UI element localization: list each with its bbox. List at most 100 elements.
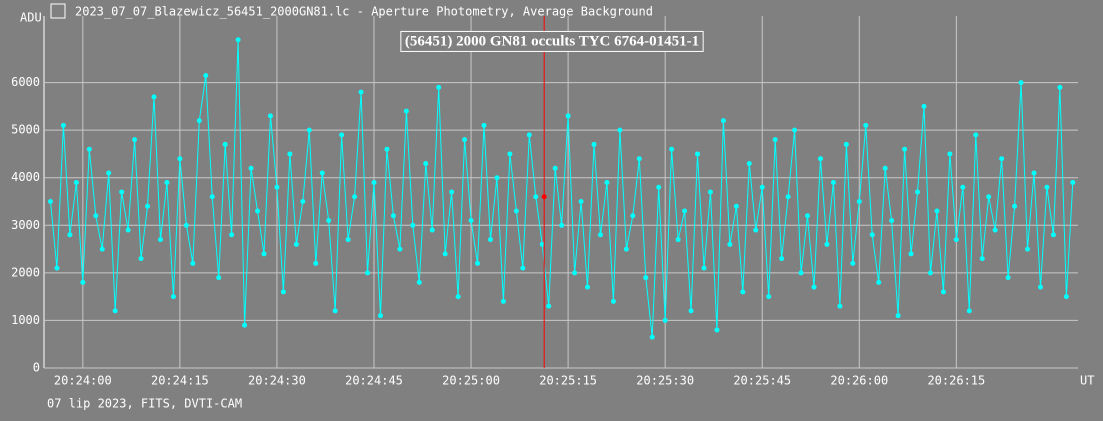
data-point xyxy=(261,251,267,257)
data-point xyxy=(390,213,396,219)
data-point xyxy=(429,227,435,233)
chart-title: (56451) 2000 GN81 occults TYC 6764-01451… xyxy=(405,33,699,49)
data-point xyxy=(164,179,170,185)
data-point xyxy=(112,308,118,314)
data-point xyxy=(1031,170,1037,176)
data-point xyxy=(416,279,422,285)
data-point xyxy=(138,256,144,262)
data-point xyxy=(513,208,519,214)
data-point xyxy=(332,308,338,314)
data-point xyxy=(397,246,403,252)
y-tick-label: 6000 xyxy=(11,75,40,89)
data-point xyxy=(423,160,429,166)
data-point xyxy=(119,189,125,195)
data-point xyxy=(377,313,383,319)
data-point xyxy=(552,165,558,171)
data-point xyxy=(255,208,261,214)
data-point xyxy=(695,151,701,157)
data-point xyxy=(494,175,500,181)
data-point xyxy=(358,89,364,95)
data-point xyxy=(436,84,442,90)
data-point xyxy=(306,127,312,133)
data-point xyxy=(190,260,196,266)
data-point xyxy=(753,227,759,233)
data-point xyxy=(597,232,603,238)
data-point xyxy=(656,184,662,190)
data-point xyxy=(682,208,688,214)
x-axis-label: UT xyxy=(1080,374,1094,388)
data-point xyxy=(966,308,972,314)
data-point xyxy=(850,260,856,266)
x-tick-label: 20:26:00 xyxy=(830,374,888,388)
data-point xyxy=(559,222,565,228)
data-point xyxy=(623,246,629,252)
data-point xyxy=(785,194,791,200)
x-tick-label: 20:25:00 xyxy=(442,374,500,388)
data-point xyxy=(235,37,241,43)
data-point xyxy=(740,289,746,295)
data-point xyxy=(798,270,804,276)
data-point xyxy=(927,270,933,276)
data-point xyxy=(442,251,448,257)
data-point xyxy=(293,241,299,247)
data-point xyxy=(610,298,616,304)
data-point xyxy=(93,213,99,219)
y-tick-label: 2000 xyxy=(11,265,40,279)
data-point xyxy=(1050,232,1056,238)
data-point xyxy=(352,194,358,200)
y-tick-label: 1000 xyxy=(11,313,40,327)
data-point xyxy=(1018,80,1024,86)
data-point xyxy=(915,189,921,195)
data-point xyxy=(216,275,222,281)
x-tick-label: 20:25:45 xyxy=(733,374,791,388)
data-point xyxy=(817,156,823,162)
data-point xyxy=(60,122,66,128)
data-point xyxy=(999,156,1005,162)
x-tick-label: 20:25:30 xyxy=(636,374,694,388)
data-point xyxy=(520,265,526,271)
data-point xyxy=(1057,84,1063,90)
data-point xyxy=(455,294,461,300)
data-point xyxy=(1070,179,1076,185)
data-point xyxy=(824,241,830,247)
app-icon xyxy=(50,3,66,19)
data-point xyxy=(481,122,487,128)
data-point xyxy=(326,218,332,224)
data-point xyxy=(280,289,286,295)
data-point xyxy=(203,72,209,78)
window-title: 2023_07_07_Blazewicz_56451_2000GN81.lc -… xyxy=(75,5,653,19)
title-box xyxy=(400,30,704,52)
footer: 07 lip 2023, FITS, DVTI-CAM xyxy=(47,397,242,411)
data-point xyxy=(209,194,215,200)
data-point xyxy=(707,189,713,195)
data-point xyxy=(701,265,707,271)
data-point xyxy=(242,322,248,328)
data-point xyxy=(73,179,79,185)
data-point xyxy=(772,137,778,143)
data-point xyxy=(487,237,493,243)
data-point xyxy=(403,108,409,114)
data-point xyxy=(80,279,86,285)
data-point xyxy=(585,284,591,290)
data-point xyxy=(979,256,985,262)
data-point xyxy=(410,222,416,228)
data-point xyxy=(779,256,785,262)
data-point xyxy=(811,284,817,290)
data-point xyxy=(934,208,940,214)
data-point xyxy=(47,199,53,205)
data-point xyxy=(1037,284,1043,290)
data-point xyxy=(1025,246,1031,252)
data-point xyxy=(539,241,545,247)
data-point xyxy=(1005,275,1011,281)
data-point xyxy=(766,294,772,300)
x-tick-label: 20:24:15 xyxy=(151,374,209,388)
y-tick-label: 0 xyxy=(33,361,40,375)
data-point xyxy=(921,103,927,109)
data-point xyxy=(222,141,228,147)
data-point xyxy=(371,179,377,185)
y-tick-label: 4000 xyxy=(11,170,40,184)
data-point xyxy=(546,303,552,309)
data-point xyxy=(196,118,202,124)
data-point xyxy=(54,265,60,271)
data-point xyxy=(591,141,597,147)
